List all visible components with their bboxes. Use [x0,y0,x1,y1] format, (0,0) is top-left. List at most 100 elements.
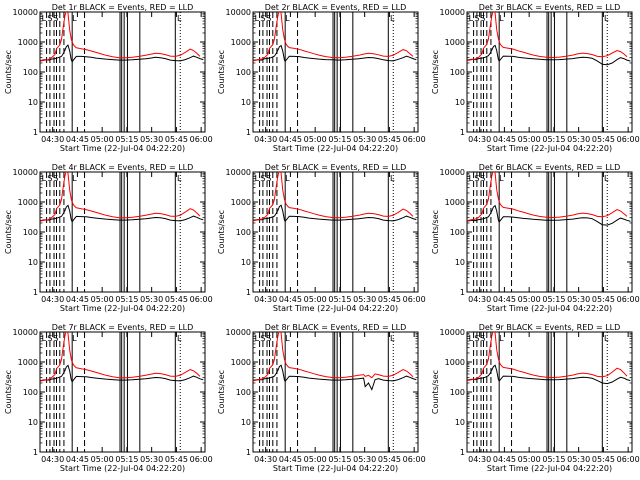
panel-det-4: Det 4r BLACK = Events, RED = LLD 1 10 100 10… [4,163,213,313]
y-tick-label: 10000 [13,328,38,337]
x-tick-label: 06:00 [190,295,213,304]
marker-letter: S [47,14,52,23]
marker-letter: S [260,334,265,343]
events-series-line [253,204,417,223]
x-tick-label: 05:00 [518,295,541,304]
y-axis-label: Counts/sec [217,210,226,254]
y-axis-label: Counts/sec [217,50,226,94]
marker-letter: S [266,334,271,343]
marker-letter: L [469,14,474,23]
y-tick-label: 1000 [231,198,251,207]
y-axis-label: Counts/sec [217,370,226,414]
x-axis-label: Start Time (22-Jul-04 04:22:20) [273,304,398,313]
x-tick-label: 05:00 [91,295,114,304]
y-tick-label: 10 [241,98,251,107]
y-tick-label: 10000 [440,328,465,337]
y-tick-label: 1000 [18,358,38,367]
panel-title: Det 6r BLACK = Events, RED = LLD [479,163,621,172]
x-tick-label: 05:45 [592,455,615,464]
marker-letter: L [390,334,395,343]
x-tick-label: 05:45 [592,295,615,304]
panel-det-8: Det 8r BLACK = Events, RED = LLD 1 10 100 10… [217,323,426,473]
x-tick-label: 05:00 [518,135,541,144]
marker-letter: S [260,14,265,23]
x-tick-label: 04:30 [468,295,491,304]
x-tick-label: 05:00 [304,135,327,144]
y-tick-label: 1000 [445,198,465,207]
x-tick-label: 05:00 [91,135,114,144]
x-tick-label: 06:00 [617,295,640,304]
y-tick-label: 100 [236,388,251,397]
x-tick-label: 04:30 [254,295,277,304]
lld-series-line [40,332,201,382]
x-axis-label: Start Time (22-Jul-04 04:22:20) [273,144,398,153]
x-tick-label: 06:00 [617,455,640,464]
x-tick-label: 06:00 [617,135,640,144]
x-tick-label: 05:45 [378,295,401,304]
y-tick-label: 1 [460,288,465,297]
marker-letter: S [53,174,58,183]
y-tick-label: 1 [33,288,38,297]
marker-letter: L [177,174,182,183]
x-tick-label: 05:30 [353,455,376,464]
x-tick-label: 05:45 [165,455,188,464]
events-series-line [40,204,204,223]
marker-letter: L [604,334,609,343]
y-axis-label: Counts/sec [431,210,440,254]
x-tick-label: 05:15 [542,455,565,464]
x-tick-label: 05:45 [165,135,188,144]
x-tick-label: 04:45 [493,135,516,144]
marker-letter: L [604,14,609,23]
marker-letter: S [53,334,58,343]
panel-det-9: Det 9r BLACK = Events, RED = LLD 1 10 100 10… [431,323,640,473]
y-tick-label: 100 [450,228,465,237]
x-tick-label: 05:15 [328,455,351,464]
x-tick-label: 06:00 [403,455,426,464]
panel-title: Det 5r BLACK = Events, RED = LLD [265,163,407,172]
y-axis-label: Counts/sec [4,370,13,414]
x-tick-label: 04:30 [254,455,277,464]
x-tick-label: 04:45 [279,135,302,144]
x-tick-label: 04:30 [41,135,64,144]
x-tick-label: 05:15 [328,295,351,304]
marker-letter: S [474,174,479,183]
marker-letter: L [390,14,395,23]
marker-letter: S [47,174,52,183]
x-tick-label: 05:30 [567,455,590,464]
y-tick-label: 100 [23,228,38,237]
marker-letter: S [480,174,485,183]
y-tick-label: 1 [33,128,38,137]
x-tick-label: 04:45 [279,295,302,304]
x-tick-label: 05:15 [115,135,138,144]
y-tick-label: 1 [460,448,465,457]
y-tick-label: 1 [246,288,251,297]
marker-letter: L [499,14,504,23]
events-series-line [253,44,417,63]
marker-letter: L [285,334,290,343]
y-tick-label: 1000 [445,38,465,47]
x-axis-label: Start Time (22-Jul-04 04:22:20) [60,464,185,473]
x-tick-label: 05:30 [140,135,163,144]
x-tick-label: 05:00 [518,455,541,464]
panel-det-5: Det 5r BLACK = Events, RED = LLD 1 10 100 10… [217,163,426,313]
x-tick-label: 05:45 [592,135,615,144]
x-tick-label: 05:00 [304,455,327,464]
marker-letter: L [42,174,47,183]
x-tick-label: 05:45 [378,455,401,464]
x-tick-label: 04:45 [66,295,89,304]
y-tick-label: 1000 [445,358,465,367]
x-tick-label: 04:30 [41,295,64,304]
x-tick-label: 06:00 [403,295,426,304]
x-tick-label: 04:30 [41,455,64,464]
marker-letter: L [255,14,260,23]
y-tick-label: 10 [241,258,251,267]
x-tick-label: 05:45 [378,135,401,144]
y-tick-label: 100 [236,68,251,77]
x-tick-label: 05:00 [91,455,114,464]
y-tick-label: 1 [460,128,465,137]
y-tick-label: 100 [23,68,38,77]
y-tick-label: 100 [23,388,38,397]
x-tick-label: 05:15 [115,295,138,304]
marker-letter: L [72,174,77,183]
x-tick-label: 05:45 [165,295,188,304]
